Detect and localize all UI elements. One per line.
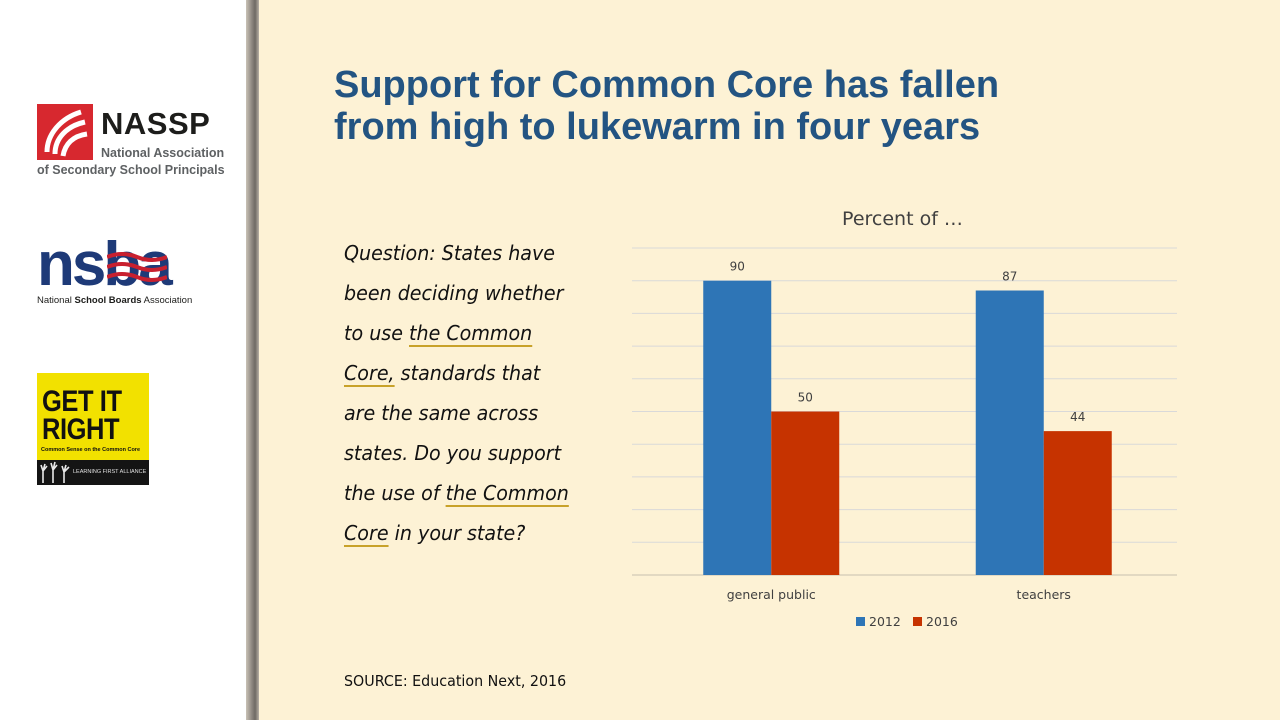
category-label: teachers <box>1017 587 1071 602</box>
data-label: 44 <box>1070 410 1085 424</box>
nassp-logo: NASSP National Association of Secondary … <box>37 102 237 182</box>
nassp-mark-icon <box>37 104 93 160</box>
gir-line1: GET IT <box>42 385 122 418</box>
legend-swatch <box>856 617 865 626</box>
nassp-name: NASSP <box>101 106 211 141</box>
data-label: 50 <box>798 391 813 405</box>
nsba-tagline: National School Boards Association <box>37 295 193 306</box>
bar <box>975 290 1044 575</box>
legend-label: 2016 <box>926 614 958 629</box>
data-label: 90 <box>730 260 745 274</box>
highlight-common-core-1: the Common Core, <box>344 321 533 385</box>
gir-band <box>37 460 149 485</box>
gir-subtitle: Common Sense on the Common Core <box>41 447 141 453</box>
get-it-right-logo: GET IT RIGHT Common Sense on the Common … <box>37 373 149 485</box>
gir-band-text: LEARNING FIRST ALLIANCE <box>73 469 147 475</box>
source-note: SOURCE: Education Next, 2016 <box>344 672 567 690</box>
flag-icon <box>107 252 167 282</box>
title-line-2: from high to lukewarm in four years <box>334 106 981 148</box>
raised-hands-icon <box>40 461 70 483</box>
category-label: general public <box>727 587 816 602</box>
bar <box>1043 431 1112 575</box>
nassp-line1: National Association <box>101 146 225 160</box>
nsba-logo: nsba National School Boards Association <box>37 230 207 312</box>
highlight-common-core-2: the Common Core <box>344 481 569 545</box>
gir-line2: RIGHT <box>42 413 120 446</box>
logo-sidebar: NASSP National Association of Secondary … <box>0 0 246 720</box>
bar <box>703 280 772 575</box>
survey-question: Question: States have been deciding whet… <box>344 241 569 545</box>
legend-label: 2012 <box>869 614 901 629</box>
bar <box>771 411 840 575</box>
nsba-word: nsba <box>37 230 173 299</box>
bar-chart: Percent of … 90 50 general public 87 44 teache… <box>632 208 1177 629</box>
nsba-wordmark: nsba <box>37 230 199 299</box>
data-label: 87 <box>1002 270 1017 284</box>
chart-title: Percent of … <box>842 208 963 230</box>
sidebar-divider <box>246 0 259 720</box>
legend-swatch <box>913 617 922 626</box>
slide-title: Support for Common Core has fallen from … <box>334 64 1234 148</box>
title-line-1: Support for Common Core has fallen <box>334 64 1000 106</box>
nassp-line2: of Secondary School Principals <box>37 163 225 177</box>
